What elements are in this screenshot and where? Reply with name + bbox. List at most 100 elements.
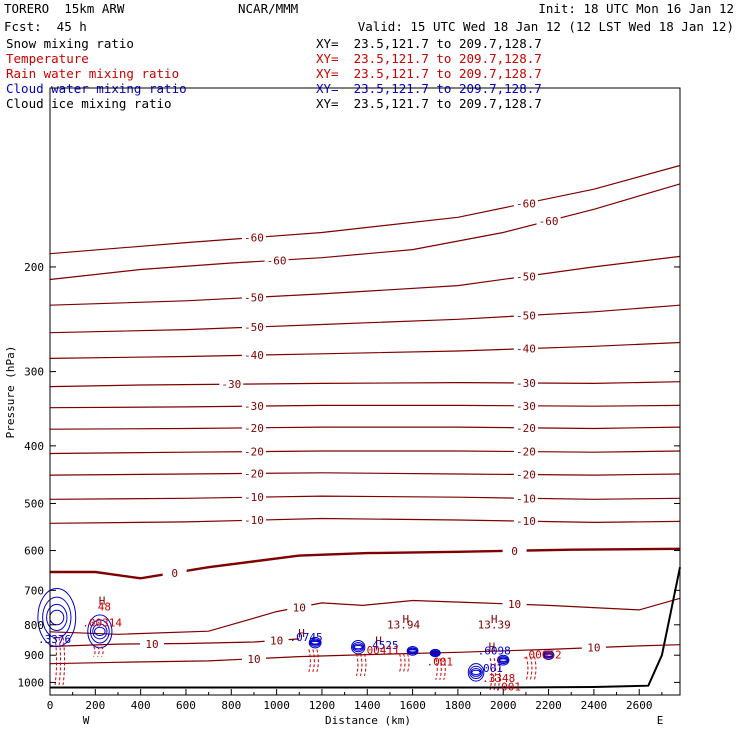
cloud-water-contour [469, 665, 483, 679]
isotherm-label: -60 [244, 232, 264, 245]
isotherm-line [49, 638, 300, 648]
value-label: .00052 [522, 649, 562, 662]
y-tick-label: 1000 [18, 676, 45, 689]
isotherm-label-bg [502, 544, 527, 557]
field-xy: XY= 23.5,121.7 to 209.7,128.7 [316, 51, 542, 66]
x-axis-east-label: E [657, 714, 664, 727]
isotherm-label-bg [241, 467, 266, 480]
isotherm-label: -20 [516, 422, 536, 435]
y-tick-label: 500 [24, 497, 44, 510]
cloud-water-contour [406, 645, 419, 656]
cloud-water-contour [430, 651, 440, 655]
rain-water-contour [443, 657, 446, 680]
isotherm-label: 0 [511, 545, 518, 558]
isotherm-line [49, 644, 681, 665]
x-tick-label: 0 [47, 699, 54, 712]
field-name: Cloud water mixing ratio [6, 81, 187, 96]
cloud-water-contour [429, 648, 441, 658]
high-marker: H [298, 627, 305, 640]
isotherm-line [50, 547, 681, 580]
cloud-water-contour [310, 640, 320, 645]
value-label: .001 [476, 662, 503, 675]
cloud-water-contour [37, 587, 77, 647]
isotherm-line [49, 495, 681, 500]
field-xy: XY= 23.5,121.7 to 209.7,128.7 [316, 66, 542, 81]
isotherm-label-bg [241, 400, 266, 413]
cloud-water-contour [90, 619, 110, 644]
isotherm-label-bg [241, 652, 266, 665]
isotherm-label-bg [513, 342, 538, 355]
isotherm-label: -50 [244, 321, 264, 334]
value-label: 00411 [367, 644, 400, 657]
isotherm-line [49, 597, 681, 635]
cloud-water-contour [87, 614, 113, 649]
cloud-water-contour [351, 639, 366, 655]
rain-water-contour [407, 653, 410, 673]
isotherm-label-bg [536, 215, 561, 228]
high-marker: H [489, 640, 496, 653]
isotherm-label: -60 [539, 215, 559, 228]
x-axis-label: Distance (km) [325, 714, 411, 727]
isotherm-label: -30 [221, 378, 241, 391]
rain-water-contour [403, 653, 406, 673]
isotherm-label: -10 [516, 515, 536, 528]
isotherm-label: -60 [516, 198, 536, 211]
cloud-water-contour [352, 641, 365, 653]
x-tick-label: 400 [131, 699, 151, 712]
field-name: Rain water mixing ratio [6, 66, 180, 81]
x-tick-label: 2200 [535, 699, 562, 712]
isotherm-label: -20 [516, 469, 536, 482]
rain-water-contour [497, 657, 501, 691]
x-tick-label: 1400 [354, 699, 381, 712]
isotherm-label-bg [513, 376, 538, 389]
field-xy: XY= 23.5,121.7 to 209.7,128.7 [316, 96, 542, 111]
value-label: .00314 [82, 616, 122, 629]
cloud-water-contour [544, 653, 554, 657]
isotherm-label: -60 [267, 254, 287, 267]
high-marker: H [402, 613, 409, 626]
isotherm-line [49, 472, 681, 476]
isotherm-label: -40 [516, 343, 536, 356]
cloud-water-contour [42, 596, 72, 639]
y-tick-label: 600 [24, 545, 44, 558]
cloud-water-contour [49, 609, 65, 626]
isotherm-label-bg [513, 468, 538, 481]
rain-water-contour [533, 656, 537, 680]
value-label: .001 [427, 656, 454, 669]
value-label: .001 [495, 681, 522, 694]
isotherm-label-bg [513, 309, 538, 322]
y-axis-label: Pressure (hPa) [4, 346, 17, 439]
isotherm-label: -30 [516, 400, 536, 413]
isotherm-line [49, 255, 681, 306]
isotherm-label-bg [162, 566, 187, 579]
isotherm-label-bg [264, 254, 289, 267]
isotherm-line [49, 426, 681, 430]
cloud-water-contour [408, 649, 418, 653]
value-label: .3376 [38, 633, 71, 646]
isotherm-label-bg [513, 445, 538, 458]
field-xy: XY= 23.5,121.7 to 209.7,128.7 [316, 36, 542, 51]
x-tick-label: 1600 [399, 699, 426, 712]
terrain-line [50, 566, 681, 689]
isotherm-label-bg [241, 291, 266, 304]
isotherm-label-bg [241, 514, 266, 527]
rain-water-contour [359, 653, 363, 676]
cloud-water-contour [497, 654, 510, 666]
isotherm-label: -20 [244, 446, 264, 459]
cloud-water-contour [309, 638, 321, 647]
rain-water-contour [101, 646, 104, 657]
rain-water-contour [312, 649, 315, 672]
isotherm-label-bg [513, 399, 538, 412]
x-axis-west-label: W [83, 714, 90, 727]
isotherm-label-bg [581, 641, 606, 654]
init-time: Init: 18 UTC Mon 16 Jan 12 [538, 1, 734, 16]
value-label: 48 [98, 601, 111, 614]
isotherm-line [49, 341, 681, 359]
value-label: .6098 [478, 644, 511, 657]
isotherm-label: -20 [516, 446, 536, 459]
forecast-hour: Fcst: 45 h [4, 19, 87, 34]
isotherm-label-bg [502, 598, 527, 611]
plot-frame [49, 87, 681, 696]
y-tick-label: 800 [24, 619, 44, 632]
isotherm-label-bg [219, 378, 244, 391]
